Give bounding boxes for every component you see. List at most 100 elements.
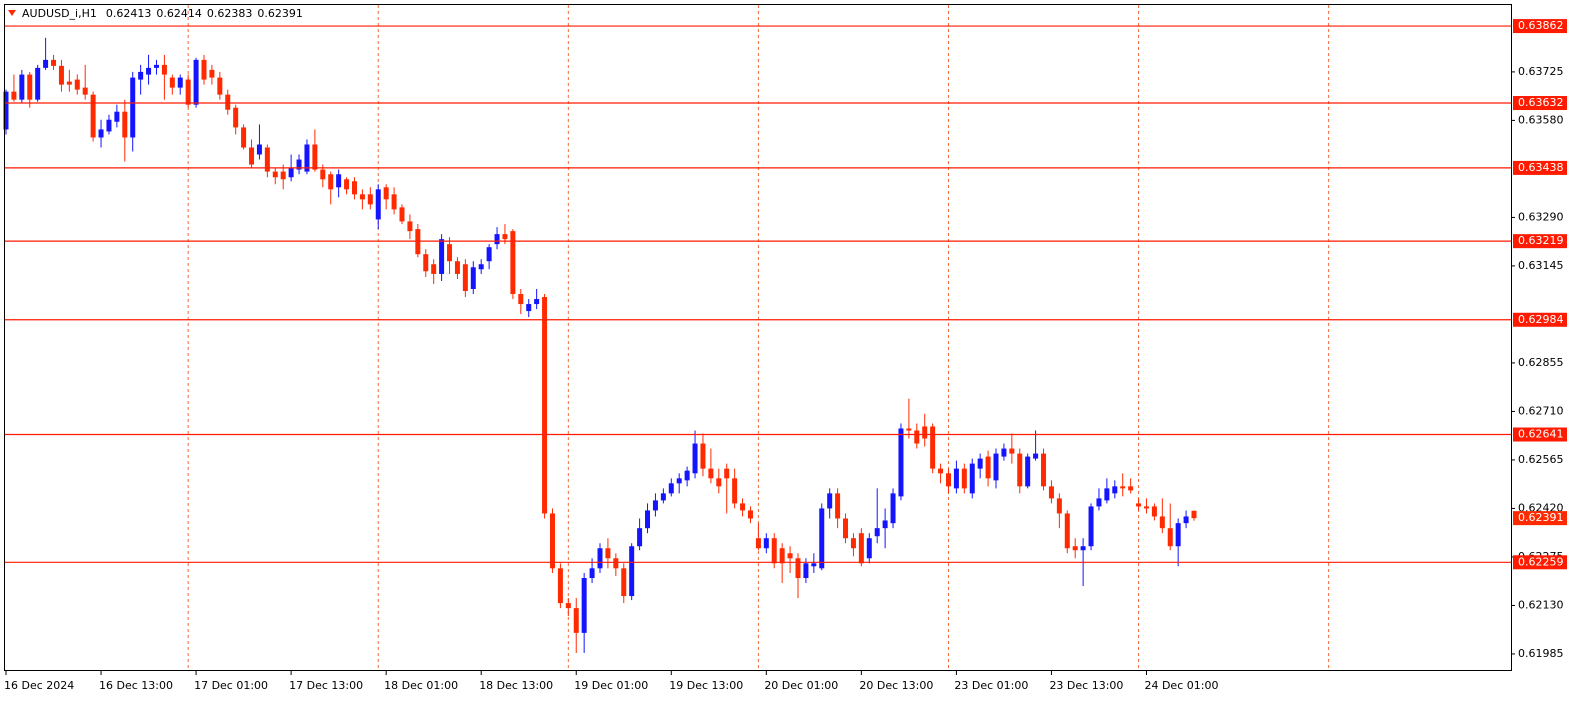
candle-body	[11, 91, 17, 100]
level-tag	[1513, 234, 1567, 249]
candle-body	[359, 194, 365, 200]
x-tick-label: 18 Dec 13:00	[479, 679, 553, 692]
level-tag-label: 0.62259	[1518, 555, 1564, 568]
candle-body	[193, 59, 199, 105]
candle-body	[914, 430, 920, 444]
candle-body	[1104, 488, 1110, 501]
candle-body	[375, 189, 381, 220]
candle-body	[58, 65, 64, 85]
y-tick-label: 0.61985	[1518, 647, 1564, 660]
candle-body	[1112, 486, 1118, 494]
level-tag	[1513, 427, 1567, 442]
candle-body	[1041, 453, 1047, 487]
candle-body	[502, 234, 508, 240]
candle-body	[835, 493, 841, 519]
candle-body	[668, 483, 674, 494]
candle-body	[1088, 506, 1094, 547]
candle-body	[755, 538, 761, 549]
candle-body	[470, 267, 476, 289]
candle-body	[153, 64, 159, 68]
level-tag-label: 0.63862	[1518, 19, 1564, 32]
candle-body	[462, 264, 468, 292]
candle-body	[90, 94, 96, 138]
candle-body	[621, 568, 627, 597]
candle-body	[51, 59, 57, 66]
open: 0.62413	[106, 7, 152, 20]
price-tag-label: 0.62391	[1518, 511, 1564, 524]
candle-body	[288, 167, 294, 178]
level-tag-label: 0.62984	[1518, 313, 1564, 326]
candle-body	[1048, 486, 1054, 499]
candle-body	[312, 144, 318, 170]
y-tick-label: 0.62130	[1518, 598, 1564, 611]
candle-body	[565, 603, 571, 609]
candle-body	[1072, 546, 1078, 551]
candle-body	[534, 299, 540, 305]
candle-body	[827, 493, 833, 509]
candle-body	[256, 144, 262, 155]
candle-body	[367, 194, 373, 205]
candle-body	[597, 548, 603, 569]
chart-title: AUDUSD_i,H1 0.62413 0.62414 0.62383 0.62391	[22, 7, 303, 20]
candle-body	[985, 456, 991, 479]
x-tick-label: 23 Dec 13:00	[1049, 679, 1123, 692]
candle-body	[423, 254, 429, 272]
candle-body	[763, 538, 769, 549]
candle-body	[1017, 453, 1023, 487]
candle-body	[549, 513, 555, 569]
candle-body	[146, 67, 152, 75]
y-tick-label: 0.62565	[1518, 453, 1564, 466]
candle-body	[613, 558, 619, 569]
candle-body	[304, 144, 310, 172]
candle-body	[161, 64, 167, 75]
candle-body	[795, 558, 801, 579]
candle-body	[700, 443, 706, 469]
candle-body	[676, 478, 682, 484]
candle-body	[945, 473, 951, 487]
candle-body	[185, 79, 191, 105]
candle-body	[1033, 453, 1039, 459]
candle-body	[518, 294, 524, 305]
candle-body	[66, 81, 72, 85]
candle-body	[106, 119, 112, 132]
candle-body	[27, 74, 33, 100]
candle-body	[439, 239, 445, 274]
candle-body	[573, 608, 579, 633]
candle-body	[1064, 513, 1070, 549]
candle-body	[98, 129, 104, 138]
level-tag	[1513, 19, 1567, 34]
candle-body	[557, 568, 563, 604]
candle-body	[953, 468, 959, 489]
y-tick-label: 0.63725	[1518, 65, 1564, 78]
candle-body	[241, 127, 247, 148]
candle-body	[138, 71, 144, 80]
level-tag-label: 0.62641	[1518, 428, 1564, 441]
candle-body	[779, 548, 785, 564]
symbol-arrow	[8, 10, 16, 16]
candle-body	[351, 181, 357, 195]
y-tick-label: 0.63290	[1518, 210, 1564, 223]
candle-body	[922, 426, 928, 439]
candle-body	[225, 94, 231, 110]
x-tick-label: 24 Dec 01:00	[1144, 679, 1218, 692]
level-tag	[1513, 96, 1567, 111]
candle-body	[716, 478, 722, 487]
candle-body	[130, 77, 136, 138]
close: 0.62391	[257, 7, 303, 20]
candle-body	[1096, 498, 1102, 507]
plot-border	[4, 4, 1512, 671]
candle-body	[74, 79, 80, 90]
x-tick-label: 16 Dec 13:00	[99, 679, 173, 692]
level-tag-label: 0.63219	[1518, 234, 1564, 247]
candle-body	[233, 107, 239, 128]
candle-body	[1175, 523, 1181, 547]
candle-body	[43, 59, 49, 68]
candle-body	[1009, 448, 1015, 454]
candle-body	[391, 194, 397, 210]
candle-body	[1151, 506, 1157, 517]
candle-body	[486, 247, 492, 262]
candle-body	[684, 470, 690, 481]
